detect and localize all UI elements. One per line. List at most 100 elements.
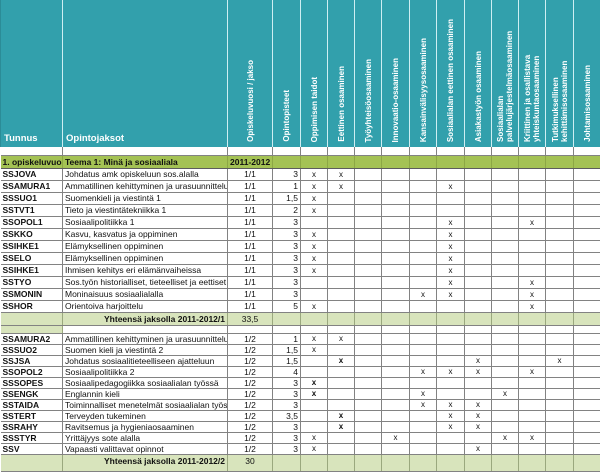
competence-mark-cell[interactable] [545,288,574,301]
course-name-cell[interactable]: Moninaisuus sosiaalialalla [62,288,228,301]
total-empty-cell[interactable] [491,312,519,326]
competence-mark-cell[interactable]: x [300,228,328,241]
competence-mark-cell[interactable] [545,264,574,277]
competence-mark-cell[interactable] [327,388,355,400]
competence-mark-cell[interactable]: x [518,366,546,378]
spacer-cell[interactable] [62,325,228,334]
competence-mark-cell[interactable] [573,355,600,367]
competence-mark-cell[interactable]: x [436,366,465,378]
competence-mark-cell[interactable] [381,240,410,253]
section-empty-cell[interactable] [436,155,465,169]
competence-mark-cell[interactable] [381,377,410,389]
course-code-cell[interactable]: SSIHKE1 [0,240,63,253]
period-cell[interactable]: 1/1 [227,288,273,301]
spacer-cell[interactable] [518,147,546,156]
competence-mark-cell[interactable] [573,443,600,455]
competence-mark-cell[interactable] [381,366,410,378]
competence-mark-cell[interactable] [464,432,492,444]
credits-cell[interactable]: 3 [272,276,301,289]
period-cell[interactable]: 1/1 [227,180,273,193]
competence-mark-cell[interactable] [381,252,410,265]
spacer-cell[interactable] [381,325,410,334]
competence-mark-cell[interactable] [491,399,519,411]
course-name-cell[interactable]: Terveyden tukeminen [62,410,228,422]
period-cell[interactable]: 1/2 [227,410,273,422]
competence-mark-cell[interactable] [381,192,410,205]
spacer-cell[interactable] [300,325,328,334]
credits-cell[interactable]: 3 [272,252,301,265]
competence-mark-cell[interactable] [573,252,600,265]
competence-mark-cell[interactable] [300,276,328,289]
total-empty-cell[interactable] [300,454,328,472]
competence-mark-cell[interactable] [354,432,382,444]
course-name-cell[interactable]: Vapaasti valittavat opinnot [62,443,228,455]
competence-mark-cell[interactable] [464,377,492,389]
competence-mark-cell[interactable]: x [300,432,328,444]
competence-mark-cell[interactable] [545,204,574,217]
spacer-cell[interactable] [0,147,63,156]
rotated-column-header[interactable]: Opiskeluvuosi / jakso [227,0,273,147]
competence-mark-cell[interactable] [545,168,574,181]
total-empty-cell[interactable] [381,312,410,326]
competence-mark-cell[interactable] [518,192,546,205]
credits-cell[interactable]: 1 [272,333,301,345]
competence-mark-cell[interactable] [436,333,465,345]
competence-mark-cell[interactable] [573,399,600,411]
competence-mark-cell[interactable] [491,421,519,433]
period-cell[interactable]: 1/2 [227,432,273,444]
competence-mark-cell[interactable]: x [300,388,328,400]
competence-mark-cell[interactable]: x [545,355,574,367]
spacer-cell[interactable] [227,147,273,156]
competence-mark-cell[interactable]: x [300,300,328,313]
competence-mark-cell[interactable] [464,180,492,193]
spacer-cell[interactable] [227,325,273,334]
rotated-column-header[interactable]: Kriittinen ja osallistava yhteiskuntaosa… [518,0,546,147]
competence-mark-cell[interactable] [409,228,437,241]
spacer-cell[interactable] [409,147,437,156]
rotated-column-header[interactable]: Eettinen osaaminen [327,0,355,147]
competence-mark-cell[interactable] [491,377,519,389]
competence-mark-cell[interactable] [518,264,546,277]
competence-mark-cell[interactable] [409,410,437,422]
competence-mark-cell[interactable] [327,240,355,253]
competence-mark-cell[interactable] [354,264,382,277]
section-empty-cell[interactable] [354,155,382,169]
section-empty-cell[interactable] [300,155,328,169]
total-empty-cell[interactable] [0,312,63,326]
rotated-column-header[interactable]: Innovaatio-osaaminen [381,0,410,147]
section-empty-cell[interactable] [272,155,301,169]
rotated-column-header[interactable]: Sosiaalialan palvelujärjestelmäosaaminen [491,0,519,147]
competence-mark-cell[interactable] [354,421,382,433]
competence-mark-cell[interactable] [409,252,437,265]
competence-mark-cell[interactable] [491,333,519,345]
competence-mark-cell[interactable] [491,288,519,301]
competence-mark-cell[interactable] [573,180,600,193]
competence-mark-cell[interactable]: x [327,355,355,367]
spacer-cell[interactable] [545,325,574,334]
total-empty-cell[interactable] [573,312,600,326]
competence-mark-cell[interactable] [518,204,546,217]
spacer-cell[interactable] [272,147,301,156]
competence-mark-cell[interactable] [518,228,546,241]
competence-mark-cell[interactable] [464,288,492,301]
course-name-cell[interactable]: Sosiaalipolitiikka 2 [62,366,228,378]
course-code-cell[interactable]: SSOPOL1 [0,216,63,229]
competence-mark-cell[interactable] [381,421,410,433]
competence-mark-cell[interactable] [464,192,492,205]
course-name-cell[interactable]: Sos.työn historialliset, tieteelliset ja… [62,276,228,289]
course-name-cell[interactable]: Elämyksellinen oppiminen [62,252,228,265]
competence-mark-cell[interactable] [409,377,437,389]
competence-mark-cell[interactable] [354,355,382,367]
credits-cell[interactable]: 1,5 [272,344,301,356]
spacer-cell[interactable] [381,147,410,156]
competence-mark-cell[interactable] [464,276,492,289]
competence-mark-cell[interactable]: x [518,300,546,313]
period-cell[interactable]: 1/2 [227,333,273,345]
competence-mark-cell[interactable] [381,264,410,277]
credits-cell[interactable]: 4 [272,366,301,378]
course-code-cell[interactable]: SSSUO2 [0,344,63,356]
competence-mark-cell[interactable] [409,344,437,356]
competence-mark-cell[interactable] [381,388,410,400]
total-value-cell[interactable]: 30 [227,454,273,472]
competence-mark-cell[interactable] [381,333,410,345]
